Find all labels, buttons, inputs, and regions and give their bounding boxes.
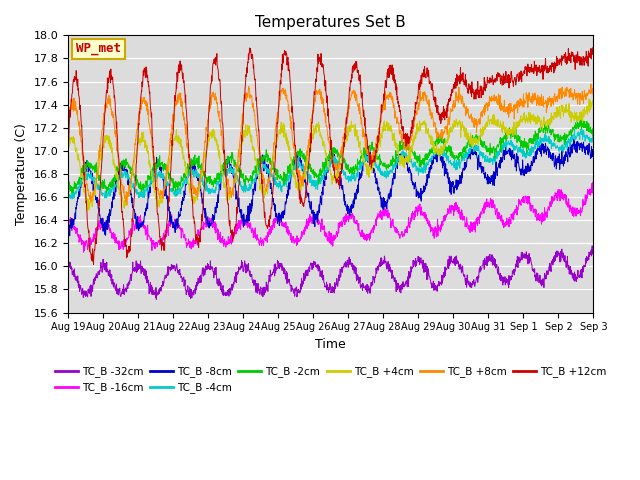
TC_B +12cm	[484, 78, 492, 84]
TC_B -2cm	[362, 151, 369, 156]
TC_B -16cm	[589, 179, 597, 185]
TC_B +12cm	[362, 124, 369, 130]
TC_B +8cm	[64, 120, 72, 125]
TC_B +4cm	[484, 117, 492, 123]
TC_B -16cm	[589, 187, 597, 192]
TC_B +12cm	[90, 262, 97, 267]
TC_B +12cm	[589, 48, 597, 54]
TC_B -32cm	[152, 297, 160, 302]
TC_B +12cm	[339, 167, 346, 172]
TC_B -32cm	[362, 286, 369, 292]
TC_B -8cm	[161, 184, 169, 190]
Line: TC_B -8cm: TC_B -8cm	[68, 139, 593, 236]
TC_B -8cm	[310, 221, 317, 227]
TC_B -32cm	[64, 262, 72, 268]
TC_B +4cm	[585, 96, 593, 102]
TC_B +4cm	[64, 135, 72, 141]
TC_B -2cm	[589, 127, 597, 132]
TC_B -4cm	[310, 183, 317, 189]
TC_B -2cm	[310, 170, 317, 176]
TC_B -8cm	[64, 221, 72, 227]
TC_B +4cm	[161, 181, 169, 187]
TC_B +8cm	[152, 172, 160, 178]
Text: WP_met: WP_met	[76, 42, 121, 55]
TC_B -32cm	[161, 272, 169, 278]
TC_B +8cm	[123, 202, 131, 208]
TC_B +12cm	[64, 136, 72, 142]
TC_B -2cm	[68, 190, 76, 196]
TC_B -16cm	[362, 232, 369, 238]
Line: TC_B +4cm: TC_B +4cm	[68, 99, 593, 210]
TC_B -2cm	[161, 162, 169, 168]
Y-axis label: Temperature (C): Temperature (C)	[15, 123, 28, 225]
TC_B +4cm	[589, 100, 597, 106]
TC_B +4cm	[84, 207, 92, 213]
TC_B -2cm	[64, 184, 72, 190]
Legend: TC_B -32cm, TC_B -16cm, TC_B -8cm, TC_B -4cm, TC_B -2cm, TC_B +4cm, TC_B +8cm, T: TC_B -32cm, TC_B -16cm, TC_B -8cm, TC_B …	[51, 362, 611, 397]
TC_B -8cm	[362, 154, 369, 160]
TC_B -4cm	[68, 196, 76, 202]
Line: TC_B -2cm: TC_B -2cm	[68, 119, 593, 193]
TC_B +4cm	[310, 129, 317, 135]
TC_B -4cm	[484, 157, 492, 163]
TC_B +8cm	[339, 143, 346, 149]
TC_B +4cm	[339, 147, 346, 153]
TC_B -32cm	[589, 248, 597, 253]
TC_B -32cm	[484, 255, 492, 261]
TC_B +8cm	[587, 81, 595, 87]
TC_B -16cm	[310, 211, 317, 216]
TC_B +8cm	[362, 147, 369, 153]
TC_B -8cm	[589, 150, 597, 156]
TC_B +12cm	[152, 185, 160, 191]
TC_B -32cm	[152, 294, 159, 300]
TC_B -2cm	[484, 147, 492, 153]
TC_B -8cm	[152, 162, 160, 168]
TC_B -32cm	[588, 243, 596, 249]
TC_B -4cm	[64, 189, 72, 195]
Line: TC_B -16cm: TC_B -16cm	[68, 182, 593, 252]
TC_B +8cm	[589, 83, 597, 88]
TC_B +4cm	[362, 163, 369, 169]
TC_B -2cm	[152, 163, 160, 169]
TC_B -4cm	[161, 178, 169, 184]
TC_B -8cm	[570, 136, 577, 142]
TC_B -32cm	[310, 265, 317, 271]
TC_B -16cm	[161, 228, 169, 233]
TC_B +8cm	[310, 108, 317, 113]
TC_B -8cm	[484, 181, 492, 187]
TC_B -2cm	[573, 116, 581, 122]
TC_B -4cm	[339, 168, 346, 173]
TC_B -16cm	[152, 240, 160, 245]
TC_B +4cm	[152, 196, 160, 202]
TC_B -16cm	[484, 199, 492, 205]
TC_B +12cm	[161, 232, 169, 238]
TC_B -4cm	[152, 169, 160, 175]
Line: TC_B +8cm: TC_B +8cm	[68, 84, 593, 205]
TC_B -2cm	[339, 155, 346, 160]
TC_B -16cm	[80, 249, 88, 255]
TC_B -8cm	[66, 233, 74, 239]
Line: TC_B -32cm: TC_B -32cm	[68, 246, 593, 300]
TC_B -4cm	[362, 158, 369, 164]
TC_B +12cm	[589, 45, 597, 50]
TC_B -4cm	[589, 136, 597, 142]
TC_B +12cm	[310, 104, 317, 110]
X-axis label: Time: Time	[316, 338, 346, 351]
Title: Temperatures Set B: Temperatures Set B	[255, 15, 406, 30]
TC_B +8cm	[161, 179, 169, 185]
TC_B -16cm	[64, 218, 72, 224]
TC_B -32cm	[339, 269, 346, 275]
TC_B -16cm	[339, 220, 346, 226]
Line: TC_B +12cm: TC_B +12cm	[68, 48, 593, 264]
TC_B +8cm	[484, 99, 492, 105]
TC_B -4cm	[577, 126, 584, 132]
Line: TC_B -4cm: TC_B -4cm	[68, 129, 593, 199]
TC_B -8cm	[339, 186, 346, 192]
